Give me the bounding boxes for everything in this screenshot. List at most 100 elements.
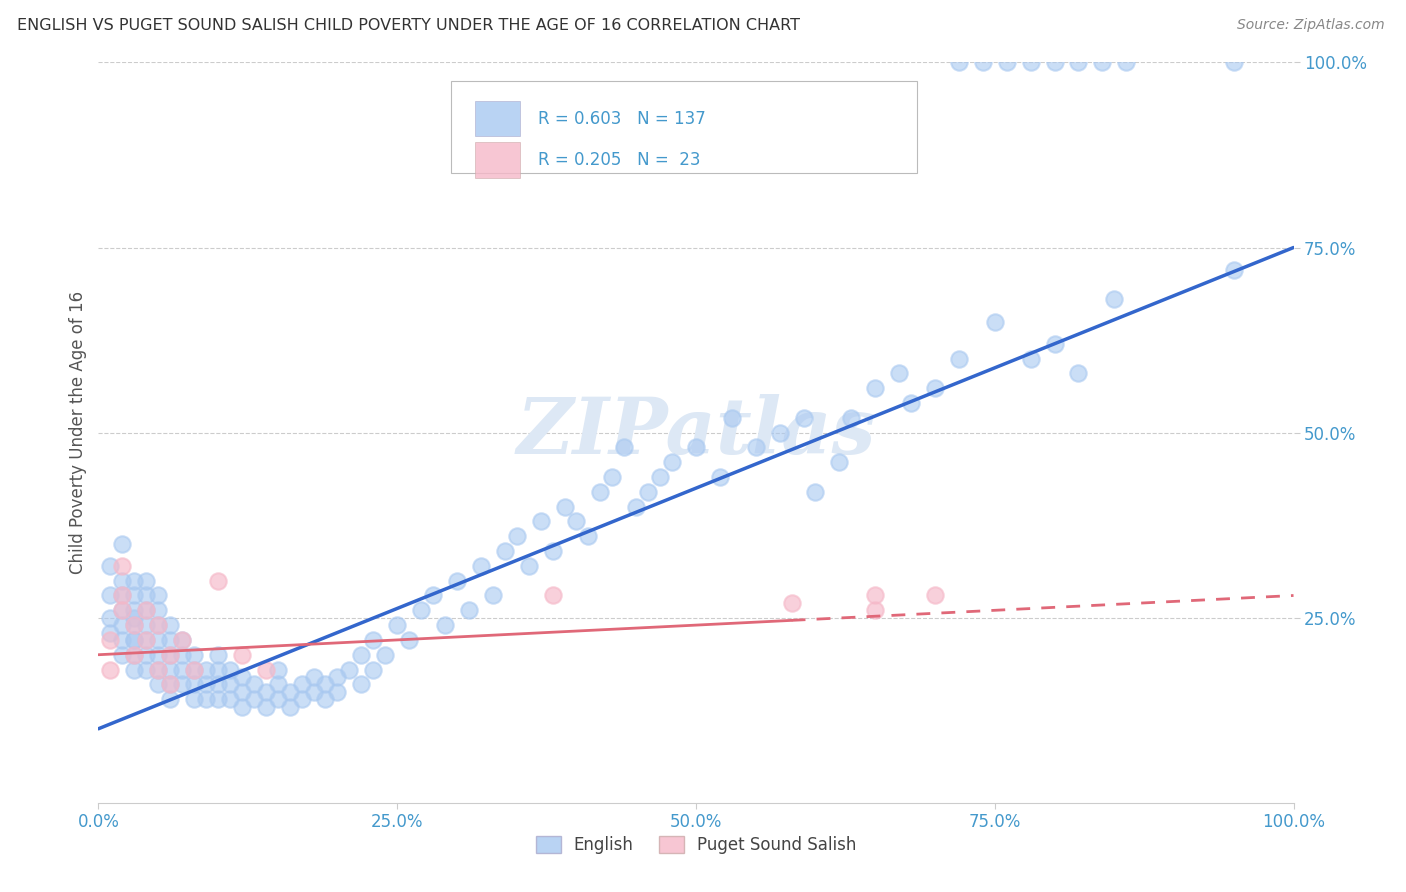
Point [124, 663, 146, 677]
Point [183, 692, 205, 706]
Point [111, 648, 134, 662]
Point [865, 603, 887, 617]
Point [195, 692, 218, 706]
Point [350, 648, 373, 662]
Point [541, 589, 564, 603]
Point [159, 632, 181, 647]
Point [183, 648, 205, 662]
Point [183, 677, 205, 691]
Point [111, 574, 134, 588]
Point [172, 677, 194, 691]
Point [98, 589, 122, 603]
Point [841, 410, 863, 425]
Point [111, 589, 134, 603]
Point [1115, 55, 1137, 70]
Point [924, 381, 946, 395]
Point [111, 603, 134, 617]
Point [219, 692, 242, 706]
Point [709, 470, 731, 484]
Point [1223, 262, 1246, 277]
Point [685, 441, 707, 455]
Point [124, 632, 146, 647]
Point [124, 648, 146, 662]
Point [98, 625, 122, 640]
Point [589, 484, 612, 499]
Point [148, 677, 170, 691]
Point [780, 596, 803, 610]
Point [135, 663, 157, 677]
Point [554, 500, 576, 514]
Point [254, 699, 277, 714]
Point [111, 558, 134, 573]
Point [124, 574, 146, 588]
Point [231, 648, 253, 662]
Legend: English, Puget Sound Salish: English, Puget Sound Salish [529, 830, 863, 861]
Point [111, 632, 134, 647]
Point [865, 589, 887, 603]
Point [804, 484, 827, 499]
Point [470, 558, 492, 573]
Point [219, 663, 242, 677]
Point [195, 663, 218, 677]
Point [159, 692, 181, 706]
Point [1091, 55, 1114, 70]
Point [231, 699, 253, 714]
Point [315, 692, 337, 706]
Point [363, 632, 385, 647]
Text: ENGLISH VS PUGET SOUND SALISH CHILD POVERTY UNDER THE AGE OF 16 CORRELATION CHAR: ENGLISH VS PUGET SOUND SALISH CHILD POVE… [17, 18, 800, 33]
Point [159, 648, 181, 662]
Point [207, 692, 229, 706]
Point [1043, 336, 1066, 351]
Point [374, 648, 396, 662]
Point [124, 618, 146, 632]
Point [948, 55, 970, 70]
Point [411, 603, 433, 617]
Point [135, 603, 157, 617]
Point [124, 610, 146, 624]
Point [124, 648, 146, 662]
Text: Source: ZipAtlas.com: Source: ZipAtlas.com [1237, 18, 1385, 32]
Point [900, 396, 922, 410]
Y-axis label: Child Poverty Under the Age of 16: Child Poverty Under the Age of 16 [69, 291, 87, 574]
Point [1019, 351, 1042, 366]
Point [159, 663, 181, 677]
Point [626, 500, 648, 514]
Point [207, 663, 229, 677]
Point [111, 603, 134, 617]
Point [148, 618, 170, 632]
Point [98, 632, 122, 647]
Point [446, 574, 468, 588]
Point [278, 699, 301, 714]
Point [889, 367, 911, 381]
FancyBboxPatch shape [475, 101, 520, 136]
Text: R = 0.205   N =  23: R = 0.205 N = 23 [538, 151, 700, 169]
Point [135, 632, 157, 647]
Point [326, 685, 349, 699]
Point [148, 589, 170, 603]
Point [243, 692, 266, 706]
Point [541, 544, 564, 558]
Point [1104, 293, 1126, 307]
Point [302, 685, 325, 699]
FancyBboxPatch shape [475, 143, 520, 178]
Point [267, 663, 290, 677]
Point [326, 670, 349, 684]
Point [1043, 55, 1066, 70]
Point [135, 603, 157, 617]
Point [1019, 55, 1042, 70]
Point [135, 574, 157, 588]
Point [148, 618, 170, 632]
Point [135, 632, 157, 647]
Point [135, 589, 157, 603]
Point [530, 515, 553, 529]
Point [339, 663, 361, 677]
FancyBboxPatch shape [451, 81, 917, 173]
Point [148, 648, 170, 662]
Point [661, 455, 683, 469]
Point [768, 425, 790, 440]
Point [195, 677, 218, 691]
Point [398, 632, 420, 647]
Point [350, 677, 373, 691]
Point [231, 685, 253, 699]
Point [828, 455, 851, 469]
